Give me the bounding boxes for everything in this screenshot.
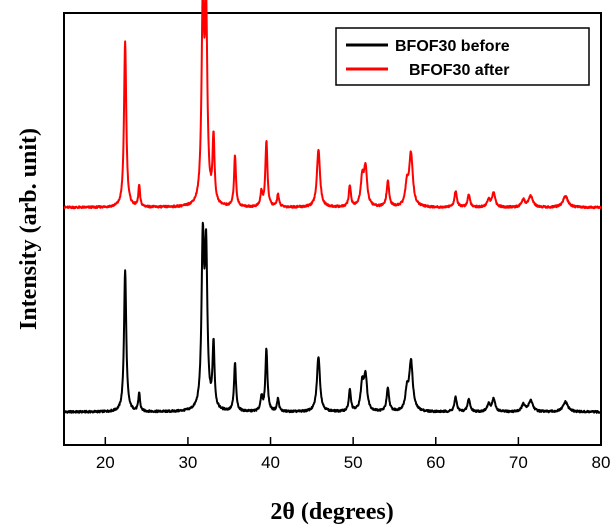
y-axis-title: Intensity (arb. unit) bbox=[16, 128, 42, 330]
x-tick-label-30: 30 bbox=[178, 453, 197, 472]
x-tick-label-60: 60 bbox=[426, 453, 445, 472]
x-axis-tick-labels: 20 30 40 50 60 70 80 bbox=[96, 453, 611, 472]
series-group bbox=[63, 0, 602, 414]
x-axis-ticks bbox=[104, 437, 602, 445]
x-axis-title: 2θ (degrees) bbox=[270, 499, 393, 525]
x-tick-label-50: 50 bbox=[344, 453, 363, 472]
x-tick-label-70: 70 bbox=[509, 453, 528, 472]
x-tick-label-40: 40 bbox=[261, 453, 280, 472]
series-line-after bbox=[63, 0, 602, 210]
legend: BFOF30 before BFOF30 after bbox=[335, 27, 590, 86]
legend-box bbox=[335, 27, 590, 86]
x-tick-label-80: 80 bbox=[592, 453, 611, 472]
series-line-before bbox=[63, 221, 602, 414]
x-tick-label-20: 20 bbox=[96, 453, 115, 472]
plot-frame bbox=[63, 12, 602, 446]
legend-label-before: BFOF30 before bbox=[395, 38, 510, 55]
legend-label-after: BFOF30 after bbox=[409, 62, 509, 79]
